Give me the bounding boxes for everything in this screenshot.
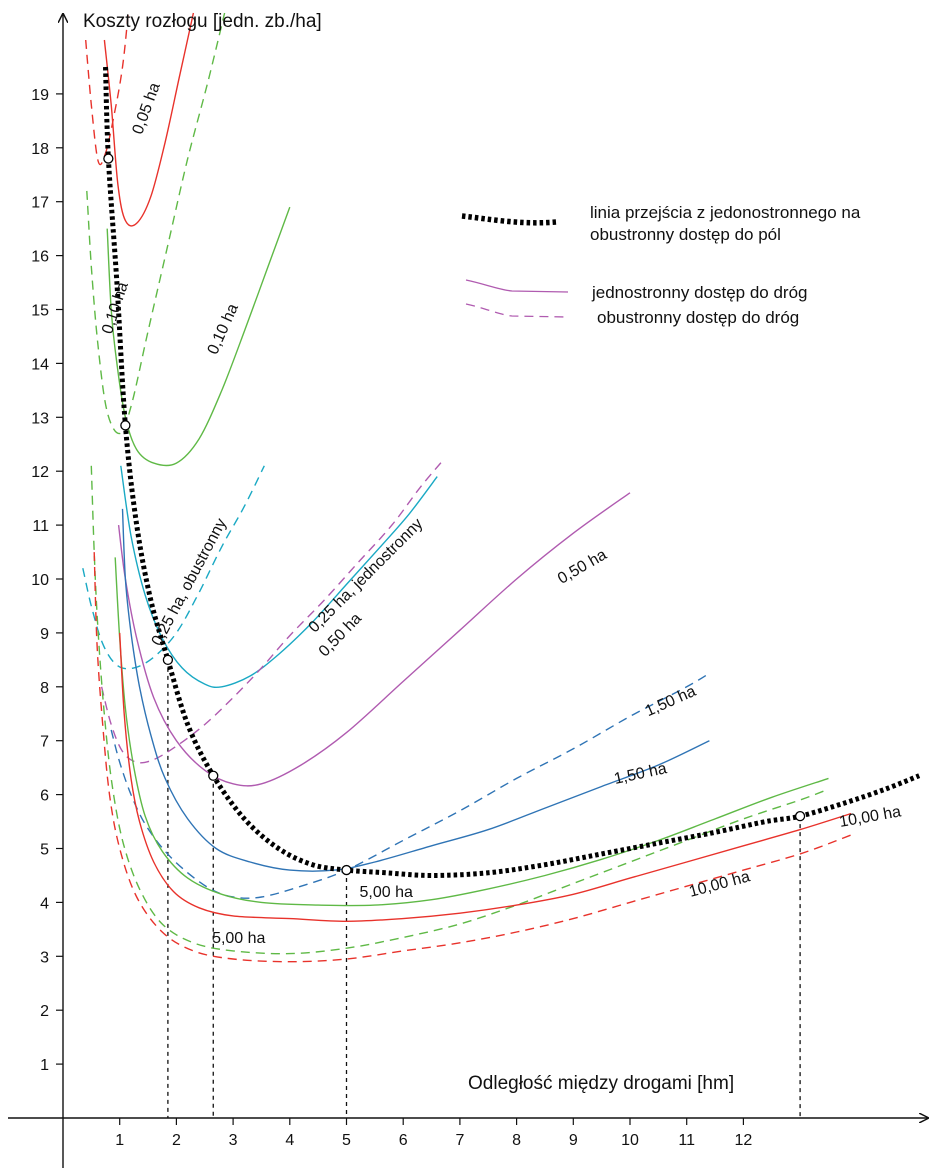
x-tick-label: 4 — [285, 1132, 294, 1149]
y-tick-label: 13 — [31, 410, 49, 427]
y-tick-label: 6 — [40, 788, 49, 805]
y-axis-title: Koszty rozłogu [jedn. zb./ha] — [83, 11, 322, 32]
x-tick-label: 8 — [512, 1132, 521, 1149]
x-tick-label: 10 — [621, 1132, 639, 1149]
legend: linia przejścia z jedonostronnego na obus… — [461, 203, 861, 327]
legend-transition-swatch — [461, 213, 557, 226]
curve-label: 5,00 ha — [212, 930, 265, 947]
legend-one-sided-label: jednostronny dostęp do dróg — [591, 283, 808, 302]
y-tick-label: 4 — [40, 895, 49, 912]
series-line — [121, 508, 710, 872]
legend-transition-label: linia przejścia z jedonostronnego na obus… — [590, 203, 861, 244]
x-tick-label: 1 — [115, 1132, 124, 1149]
curve-label: 1,50 ha — [643, 683, 699, 720]
curve-label: 5,00 ha — [359, 884, 412, 901]
y-tick-label: 17 — [31, 195, 49, 212]
transition-point — [341, 864, 352, 876]
curve-label: 10,00 ha — [838, 803, 902, 831]
series-line — [117, 492, 631, 787]
series-line — [119, 632, 852, 923]
y-tick-label: 18 — [31, 141, 49, 158]
series-line — [90, 465, 829, 955]
x-tick-label: 2 — [172, 1132, 181, 1149]
transition-line — [103, 66, 921, 879]
legend-one-sided-swatch — [465, 279, 569, 293]
curve-label: 0,50 ha — [555, 546, 610, 587]
x-tick-label: 5 — [342, 1132, 351, 1149]
x-tick-label: 3 — [229, 1132, 238, 1149]
curve-label: 10,00 ha — [687, 868, 752, 901]
series-curves — [82, 12, 852, 963]
y-tick-label: 9 — [40, 626, 49, 643]
series-line — [106, 206, 291, 467]
y-tick-label: 12 — [31, 464, 49, 481]
curve-label: 0,25 ha, jednostronny — [306, 515, 427, 636]
transition-point — [162, 654, 174, 665]
y-tick-label: 14 — [31, 356, 49, 373]
y-tick-label: 5 — [40, 842, 49, 859]
series-line — [120, 465, 438, 689]
legend-two-sided-swatch — [465, 303, 569, 318]
curve-label: 0,25 ha, obustronny — [149, 516, 230, 649]
series-line — [82, 465, 265, 670]
y-tick-label: 11 — [32, 518, 49, 535]
y-tick-label: 15 — [31, 303, 49, 320]
y-tick-label: 7 — [40, 734, 49, 751]
x-tick-label: 7 — [455, 1132, 464, 1149]
curve-label: 0,10 ha — [99, 280, 132, 336]
series-line — [86, 12, 226, 435]
curve-label: 1,50 ha — [613, 760, 669, 788]
transition-point — [794, 811, 806, 822]
series-line — [93, 552, 852, 963]
y-tick-label: 2 — [40, 1003, 49, 1020]
y-tick-label: 8 — [40, 680, 49, 697]
x-tick-label: 9 — [569, 1132, 578, 1149]
y-tick-label: 1 — [40, 1057, 49, 1074]
transition-line-group — [103, 66, 921, 879]
transition-point — [120, 420, 131, 431]
transition-point — [103, 153, 114, 164]
y-tick-label: 10 — [31, 572, 49, 589]
legend-two-sided-label: obustronny dostęp do dróg — [597, 308, 799, 327]
series-line — [100, 459, 444, 764]
x-tick-label: 11 — [678, 1132, 695, 1149]
y-tick-label: 19 — [31, 87, 49, 104]
x-tick-label: 12 — [735, 1132, 753, 1149]
x-axis-title: Odległość między drogami [hm] — [468, 1073, 734, 1094]
series-line — [110, 672, 710, 899]
transition-point — [208, 770, 219, 781]
ticks: 1 2 3 4 5 6 7 8 9 10 11 121234567891011121314151617… — [31, 87, 752, 1149]
drop-lines — [167, 659, 801, 1118]
curve-label: 0,05 ha — [130, 80, 164, 136]
x-tick-label: 6 — [399, 1132, 408, 1149]
y-tick-label: 16 — [31, 249, 49, 266]
series-line — [85, 12, 129, 166]
y-tick-label: 3 — [40, 949, 49, 966]
series-line — [114, 557, 829, 907]
curve-label: 0,10 ha — [205, 301, 242, 357]
